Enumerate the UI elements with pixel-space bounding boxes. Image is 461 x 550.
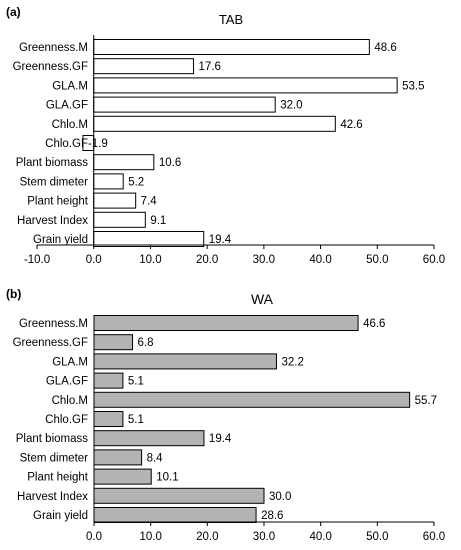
bar — [93, 487, 265, 504]
category-label: Grain yield — [33, 510, 88, 522]
bar — [93, 39, 370, 55]
category-label: Harvest Index — [17, 491, 88, 503]
bar — [93, 507, 257, 523]
bar — [93, 468, 152, 485]
data-label: 5.2 — [128, 176, 144, 188]
x-tick-label: 60.0 — [423, 254, 445, 266]
category-label: Greenness.GF — [13, 337, 88, 349]
data-label: 19.4 — [209, 433, 232, 445]
category-label: Plant biomass — [16, 157, 88, 169]
x-tick-label: -10.0 — [24, 254, 50, 266]
data-label: -1.9 — [88, 138, 108, 150]
bar — [93, 192, 137, 209]
x-tick-label: 20.0 — [196, 531, 218, 543]
bar — [93, 96, 276, 113]
chart-title: TAB — [219, 12, 243, 27]
category-label: GLA.M — [52, 356, 88, 368]
data-label: 10.1 — [156, 472, 178, 484]
category-label: Stem dimeter — [20, 452, 89, 464]
x-tick-label: 40.0 — [309, 254, 331, 266]
category-label: GLA.GF — [46, 100, 88, 112]
bar — [93, 58, 195, 75]
bar — [93, 411, 124, 427]
bar — [93, 211, 146, 228]
data-label: 46.6 — [363, 318, 385, 330]
bar — [93, 77, 398, 94]
bar — [93, 430, 205, 447]
data-label: 6.8 — [138, 337, 154, 349]
category-label: GLA.GF — [46, 376, 88, 388]
panel-label: (b) — [6, 287, 21, 301]
data-label: 32.0 — [280, 100, 302, 112]
bar — [93, 231, 205, 247]
bar — [93, 353, 277, 370]
data-label: 42.6 — [340, 119, 362, 131]
x-tick-label: 30.0 — [253, 531, 275, 543]
category-label: Greenness.M — [19, 42, 88, 54]
data-label: 48.6 — [374, 42, 396, 54]
category-label: Plant height — [27, 196, 89, 208]
category-label: Chlo.M — [52, 119, 88, 131]
category-label: Chlo.GF — [45, 414, 88, 426]
bar — [93, 449, 143, 466]
bar — [93, 154, 155, 171]
x-tick-label: 10.0 — [139, 254, 161, 266]
data-label: 17.6 — [199, 61, 221, 73]
data-label: 7.4 — [141, 196, 158, 208]
category-label: Greenness.GF — [13, 61, 88, 73]
bar — [93, 115, 336, 132]
x-tick-label: 60.0 — [423, 531, 445, 543]
category-label: Plant height — [27, 472, 89, 484]
chart-panel-b: (b) WA Greenness.M 46.6 Greenness.GF 6.8 GLA.M… — [0, 282, 461, 550]
category-label: Greenness.M — [19, 318, 88, 330]
data-label: 30.0 — [269, 491, 291, 503]
chart-a-svg: (a) TAB Greenness.M 48.6 Greenness.GF 17.6 GLA… — [6, 5, 445, 266]
category-label: Chlo.M — [52, 395, 88, 407]
bar — [93, 372, 124, 389]
data-label: 19.4 — [209, 234, 232, 246]
data-label: 5.1 — [128, 414, 144, 426]
category-label: Grain yield — [33, 234, 88, 246]
data-label: 5.1 — [128, 376, 144, 388]
data-label: 53.5 — [402, 80, 424, 92]
data-label: 10.6 — [159, 157, 181, 169]
chart-title: WA — [251, 291, 274, 307]
category-label: Harvest Index — [17, 215, 88, 227]
chart-b-svg: (b) WA Greenness.M 46.6 Greenness.GF 6.8 GLA.M… — [6, 287, 445, 543]
bar — [93, 173, 124, 190]
data-label: 55.7 — [415, 395, 437, 407]
category-label: Plant biomass — [16, 433, 88, 445]
chart-panel-a: (a) TAB Greenness.M 48.6 Greenness.GF 17.6 GLA… — [6, 5, 445, 266]
bar — [93, 391, 411, 408]
data-label: 28.6 — [261, 510, 283, 522]
category-label: Stem dimeter — [20, 176, 89, 188]
data-label: 8.4 — [147, 452, 164, 464]
x-tick-label: 10.0 — [139, 531, 161, 543]
x-tick-label: 30.0 — [253, 254, 275, 266]
x-tick-label: 0.0 — [86, 254, 102, 266]
x-tick-label: 50.0 — [366, 531, 388, 543]
category-label: Chlo.GF — [45, 138, 88, 150]
bar — [93, 334, 134, 351]
x-tick-label: 20.0 — [196, 254, 218, 266]
category-label: GLA.M — [52, 80, 88, 92]
x-tick-label: 40.0 — [309, 531, 331, 543]
bar — [93, 315, 359, 331]
data-label: 9.1 — [150, 215, 166, 227]
x-tick-label: 50.0 — [366, 254, 388, 266]
data-label: 32.2 — [281, 356, 303, 368]
x-tick-label: 0.0 — [86, 531, 102, 543]
panel-label: (a) — [6, 5, 21, 19]
